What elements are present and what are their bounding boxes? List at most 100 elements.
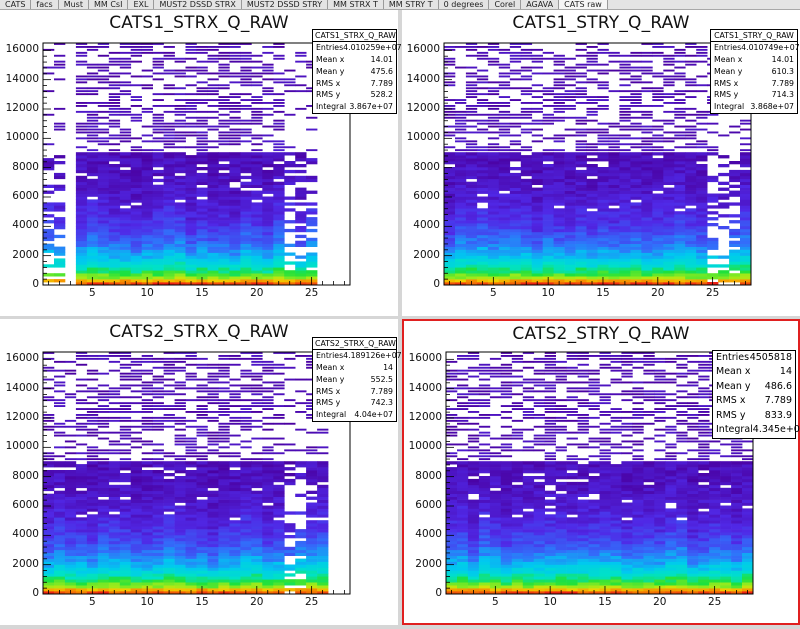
stats-box[interactable]: CATS1_STRX_Q_RAW Entries 4.010259e+07 Mean … <box>312 29 402 115</box>
heatmap-cell <box>86 555 99 559</box>
heatmap-cell <box>641 196 653 200</box>
heatmap-cell <box>729 202 741 206</box>
heatmap-cell <box>97 517 110 521</box>
heatmap-cell <box>465 155 478 159</box>
heatmap-cell <box>185 493 197 497</box>
histogram-pad-cats2-stry[interactable]: CATS2_STRY_Q_RAW 0 2000 4000 6000 8000 10000 1… <box>402 319 800 625</box>
heatmap-cell <box>542 196 554 200</box>
heatmap-cell <box>196 458 208 461</box>
heatmap-cell <box>575 193 587 197</box>
heatmap-cell <box>75 226 88 230</box>
heatmap-cell <box>520 164 533 168</box>
heatmap-cell <box>196 60 208 63</box>
heatmap-cell <box>641 152 653 156</box>
heatmap-cell <box>685 211 697 215</box>
heatmap-cell <box>185 411 197 413</box>
tab-must[interactable]: Must <box>59 0 89 9</box>
heatmap-cell <box>75 520 88 524</box>
heatmap-cell <box>663 63 675 66</box>
tab-mm-csi[interactable]: MM CsI <box>89 0 129 9</box>
heatmap-cell <box>185 505 197 509</box>
heatmap-cell <box>196 526 208 530</box>
tab-cats-raw[interactable]: CATS raw <box>559 0 608 9</box>
heatmap-cell <box>674 134 686 137</box>
heatmap-cell <box>174 169 186 174</box>
heatmap-cell <box>509 60 522 63</box>
heatmap-cell <box>218 273 230 277</box>
heatmap-cell <box>152 199 164 203</box>
heatmap-cell <box>455 196 467 200</box>
heatmap-cell <box>229 411 241 413</box>
heatmap-cell <box>641 249 653 253</box>
heatmap-cell <box>685 214 697 218</box>
heatmap-cell <box>64 502 77 506</box>
heatmap-cell <box>663 169 675 174</box>
heatmap-cell <box>251 169 263 174</box>
heatmap-cell <box>284 169 296 174</box>
heatmap-cell <box>564 78 576 81</box>
tab-exl[interactable]: EXL <box>128 0 155 9</box>
heatmap-cell <box>97 270 110 274</box>
heatmap-cell <box>273 158 285 162</box>
tab-0-degrees[interactable]: 0 degrees <box>439 0 490 9</box>
heatmap-cell <box>729 131 741 134</box>
heatmap-cell <box>608 190 620 194</box>
heatmap-cell <box>196 411 208 413</box>
heatmap-cell <box>163 152 175 156</box>
heatmap-cell <box>240 234 252 239</box>
histogram-pad-cats1-stry[interactable]: CATS1_STRY_Q_RAW 0 2000 4000 6000 8000 10000 1… <box>402 10 800 316</box>
heatmap-cell <box>119 51 132 54</box>
tab-cats[interactable]: CATS <box>0 0 32 9</box>
heatmap-cell <box>740 276 752 280</box>
heatmap-cell <box>575 175 587 180</box>
heatmap-cell <box>553 78 565 81</box>
tab-agava[interactable]: AGAVA <box>521 0 560 9</box>
heatmap-cell <box>130 181 142 185</box>
heatmap-cell <box>509 249 522 253</box>
heatmap-cell <box>229 481 241 486</box>
heatmap-cell <box>174 72 186 75</box>
heatmap-cell <box>229 46 241 48</box>
tab-mm-strx-t[interactable]: MM STRX T <box>328 0 384 9</box>
heatmap-cell <box>54 375 66 378</box>
heatmap-cell <box>262 270 274 274</box>
heatmap-cell <box>64 588 77 592</box>
heatmap-cell <box>218 252 230 256</box>
heatmap-cell <box>674 202 686 206</box>
heatmap-cell <box>597 220 609 224</box>
stats-row: Mean y 475.6 <box>313 66 396 78</box>
histogram-pad-cats1-strx[interactable]: CATS1_STRX_Q_RAW 0 2000 4000 6000 8000 10000 1… <box>0 10 402 316</box>
tab-must2-dssd-strx[interactable]: MUST2 DSSD STRX <box>154 0 242 9</box>
heatmap-cell <box>152 555 164 559</box>
tab-facs[interactable]: facs <box>31 0 59 9</box>
heatmap-cell <box>273 199 285 203</box>
heatmap-cell <box>520 78 533 81</box>
heatmap-cell <box>207 478 219 483</box>
heatmap-cell <box>262 526 274 530</box>
heatmap-cell <box>586 184 598 188</box>
tab-corel[interactable]: Corel <box>489 0 522 9</box>
heatmap-cell <box>619 226 631 230</box>
heatmap-cell <box>163 196 175 200</box>
heatmap-cell <box>740 273 752 277</box>
heatmap-cell <box>251 582 263 586</box>
heatmap-cell <box>229 567 241 571</box>
heatmap-cell <box>476 276 489 280</box>
heatmap-cell <box>174 517 186 521</box>
heatmap-cell <box>163 178 175 183</box>
heatmap-cell <box>97 416 110 419</box>
heatmap-cell <box>108 249 121 253</box>
heatmap-cell <box>273 579 285 583</box>
tab-mm-stry-t[interactable]: MM STRY T <box>384 0 439 9</box>
heatmap-cell <box>130 279 142 283</box>
stats-row: Entries 4.189126e+07 <box>313 350 402 362</box>
heatmap-cell <box>251 405 263 407</box>
histogram-pad-cats2-strx[interactable]: CATS2_STRX_Q_RAW 0 2000 4000 6000 8000 10000 1… <box>0 319 402 625</box>
heatmap-cell <box>251 208 263 212</box>
stats-value: 14 <box>383 362 393 372</box>
heatmap-cell <box>251 529 263 533</box>
stats-box[interactable]: CATS2_STRX_Q_RAW Entries 4.189126e+07 Mean … <box>312 337 402 423</box>
heatmap-cell <box>130 481 142 486</box>
stats-box[interactable]: CATS1_STRY_Q_RAW Entries 4.010749e+07 Mean … <box>710 29 800 115</box>
tab-must2-dssd-stry[interactable]: MUST2 DSSD STRY <box>242 0 329 9</box>
